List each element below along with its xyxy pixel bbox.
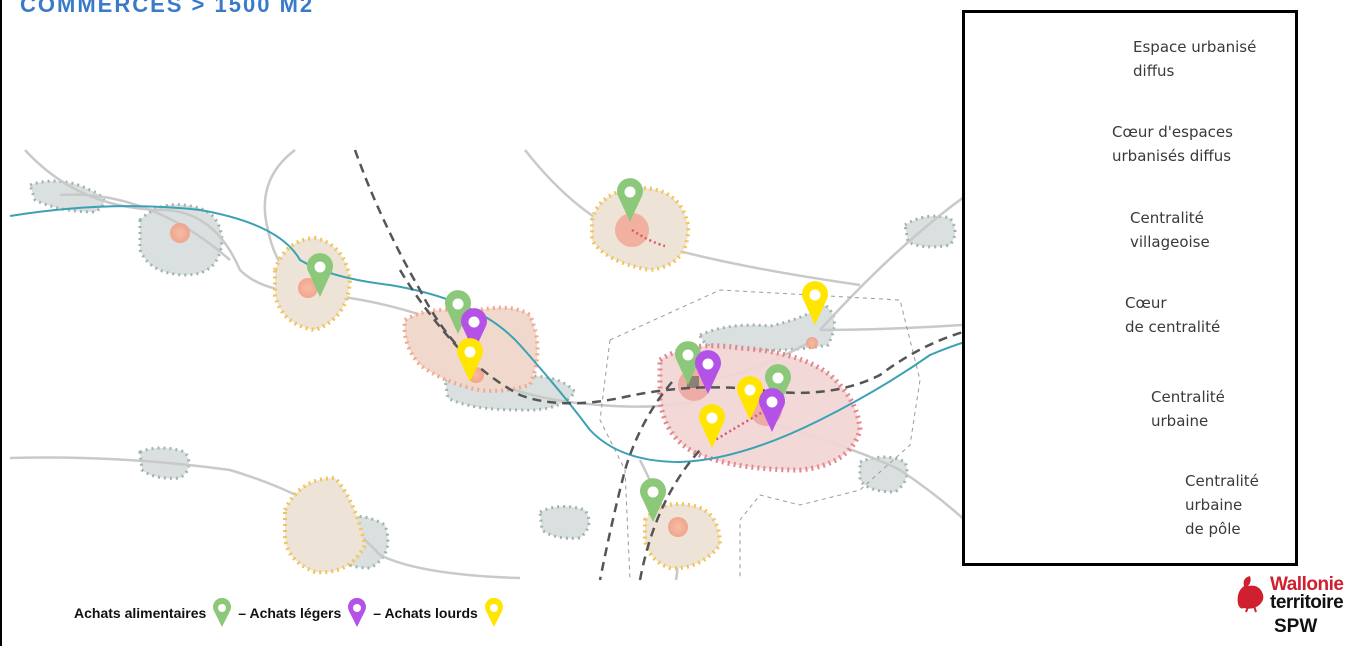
legend-heavy-label: – Achats lourds <box>373 605 478 621</box>
heavy-shop-pin <box>699 404 725 448</box>
heavy-pin-icon <box>484 598 503 627</box>
village-area <box>283 475 368 575</box>
diffuse-core <box>298 278 318 298</box>
logo-territoire: territoire <box>1270 592 1344 613</box>
legend-label-centrality-core: Cœur de centralité <box>1125 294 1221 336</box>
food-shop-pin <box>765 364 791 408</box>
map-title: COMMERCES > 1500 M2 <box>20 0 315 17</box>
diffuse-area <box>903 214 957 249</box>
legend-label-urban: Centralité urbaine <box>1151 388 1225 430</box>
food-shop-pin <box>616 178 643 222</box>
light-shop-pin <box>759 388 785 432</box>
legend-panel: Espace urbanisé diffus Cœur d'espaces ur… <box>962 10 1298 566</box>
legend-label-pole: Centralité urbaine de pôle <box>1185 472 1259 538</box>
village-area <box>643 502 723 571</box>
legend-food-label: Achats alimentaires <box>74 605 207 621</box>
logo-spw: SPW <box>1274 616 1318 637</box>
legend-light-label: – Achats légers <box>238 605 342 621</box>
food-shop-pin <box>640 478 667 522</box>
logo-wallonie: Wallonie <box>1270 574 1344 595</box>
rooster-icon <box>1237 576 1264 613</box>
railways <box>353 149 1006 581</box>
food-pin-icon <box>213 598 232 627</box>
legend-label-diffuse: Espace urbanisé diffus <box>1133 38 1257 80</box>
heavy-shop-pin <box>737 376 764 420</box>
wallonie-logo: Wallonie territoire SPW <box>1232 572 1362 642</box>
food-shop-pin <box>675 341 701 385</box>
legend-label-village: Centralité villageoise <box>1130 209 1210 251</box>
food-shop-pin <box>445 290 472 334</box>
heavy-shop-pin <box>457 338 484 382</box>
light-shop-pin <box>461 308 487 352</box>
marker-legend: Achats alimentaires – Achats légers – Ac… <box>74 596 510 630</box>
heavy-shop-pin <box>802 281 828 325</box>
frame-border <box>0 0 2 646</box>
diffuse-area <box>858 455 909 494</box>
river <box>9 205 1006 464</box>
core-links <box>631 228 767 444</box>
shop-markers <box>307 178 828 522</box>
diffuse-area <box>538 505 591 540</box>
light-shop-pin <box>695 350 721 394</box>
railway-branch <box>638 449 701 581</box>
diffuse-core <box>170 223 190 243</box>
food-shop-pin <box>307 253 333 297</box>
legend-label-diffuse-core: Cœur d'espaces urbanisés diffus <box>1112 123 1233 165</box>
light-pin-icon <box>348 598 367 627</box>
diffuse-cores <box>170 223 818 537</box>
diffuse-core <box>668 517 688 537</box>
diffuse-core <box>806 337 818 349</box>
diffuse-area <box>698 303 836 352</box>
